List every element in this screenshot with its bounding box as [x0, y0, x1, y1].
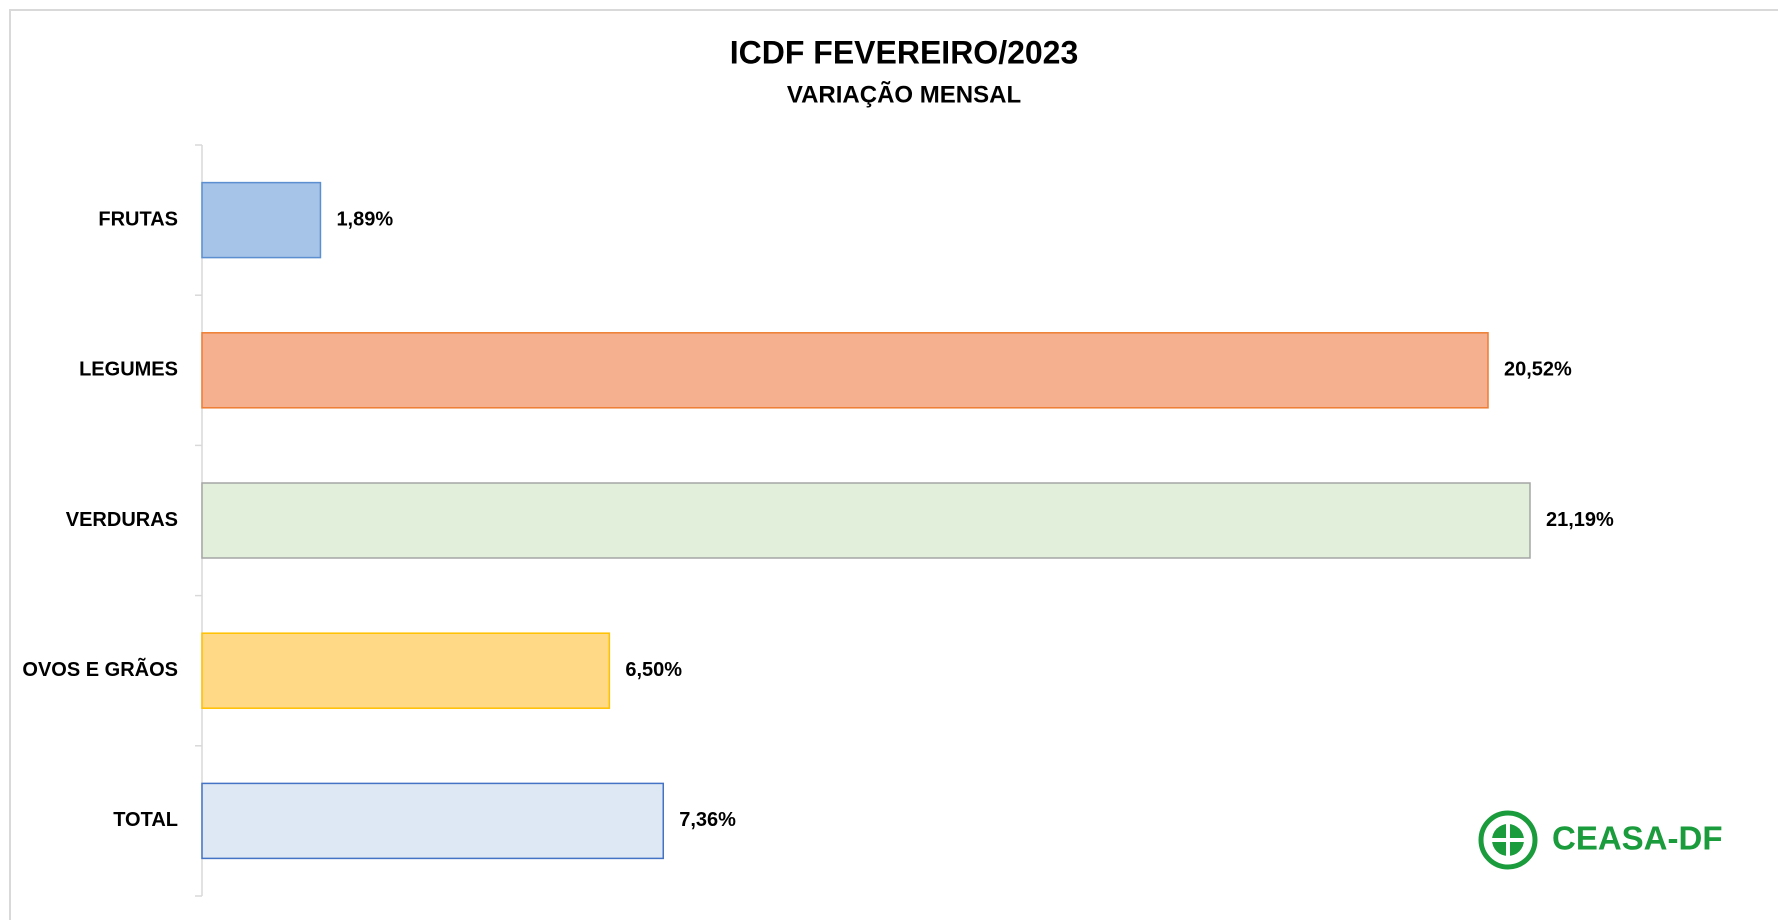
data-label: 7,36% [679, 809, 736, 831]
bar [201, 482, 1531, 559]
bar [201, 332, 1489, 409]
logo-ring [1478, 810, 1538, 870]
category-label: FRUTAS [98, 208, 178, 230]
category-label: VERDURAS [66, 509, 178, 531]
data-label: 21,19% [1546, 509, 1614, 531]
bar [201, 632, 611, 709]
chart-subtitle: VARIAÇÃO MENSAL [787, 80, 1021, 108]
chart-title: ICDF FEVEREIRO/2023 [730, 34, 1079, 70]
data-label: 20,52% [1504, 359, 1572, 381]
data-label: 1,89% [336, 208, 393, 230]
bar [201, 782, 665, 860]
data-label: 6,50% [625, 659, 682, 681]
logo: CEASA-DF [1478, 810, 1723, 870]
logo-cross [1490, 822, 1526, 858]
chart-frame [9, 9, 1778, 920]
category-label: OVOS E GRÃOS [22, 658, 178, 681]
category-label: TOTAL [113, 809, 178, 831]
category-label: LEGUMES [79, 359, 178, 381]
logo-text: CEASA-DF [1552, 820, 1723, 857]
bar [201, 181, 322, 259]
